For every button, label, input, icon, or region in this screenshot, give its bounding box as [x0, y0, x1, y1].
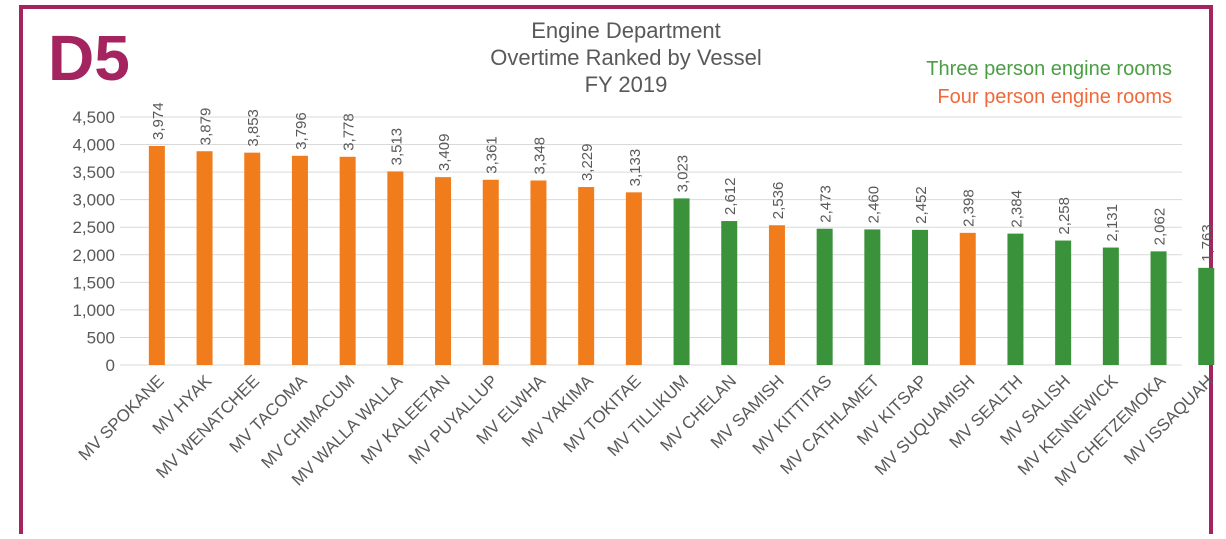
- value-label: 2,062: [1152, 208, 1169, 246]
- value-label: 2,612: [722, 178, 739, 216]
- bar: [1102, 247, 1119, 365]
- bar: [148, 145, 165, 365]
- y-tick-label: 3,500: [72, 163, 115, 182]
- bar: [673, 198, 690, 365]
- bar: [768, 225, 785, 365]
- bar: [816, 228, 833, 365]
- bar: [339, 156, 356, 365]
- legend-entry: Three person engine rooms: [926, 58, 1172, 80]
- y-tick-label: 1,000: [72, 301, 115, 320]
- y-tick-label: 2,500: [72, 218, 115, 237]
- value-label: 3,853: [245, 109, 262, 147]
- bar: [721, 221, 738, 365]
- y-tick-label: 500: [87, 328, 115, 347]
- x-tick-label: MV ISSAQUAH: [1120, 371, 1217, 468]
- y-tick-label: 1,500: [72, 273, 115, 292]
- bar: [1055, 240, 1072, 365]
- legend-entry: Four person engine rooms: [937, 86, 1172, 108]
- value-label: 3,796: [293, 112, 310, 150]
- y-tick-label: 4,000: [72, 136, 115, 155]
- value-label: 3,513: [388, 128, 405, 166]
- value-label: 3,133: [627, 149, 644, 187]
- chart-title: Overtime Ranked by Vessel: [490, 45, 761, 70]
- bar: [1150, 251, 1167, 365]
- y-tick-label: 2,000: [72, 246, 115, 265]
- bar: [435, 177, 452, 365]
- value-label: 3,229: [579, 143, 596, 181]
- value-label: 2,452: [913, 186, 930, 224]
- x-tick-label: MV SPOKANE: [75, 371, 168, 464]
- bar: [912, 229, 929, 365]
- bar: [387, 171, 404, 365]
- bar: [578, 187, 595, 365]
- value-label: 2,258: [1056, 197, 1073, 235]
- value-label: 3,778: [341, 113, 358, 151]
- value-label: 3,361: [484, 136, 501, 174]
- bar: [959, 232, 976, 365]
- value-label: 2,460: [865, 186, 882, 224]
- value-label: 2,398: [961, 189, 978, 227]
- bar: [291, 155, 308, 365]
- bar: [864, 229, 881, 365]
- value-label: 2,473: [818, 185, 835, 223]
- value-label: 3,023: [675, 155, 692, 193]
- chart-title: Engine Department: [531, 18, 721, 43]
- y-tick-label: 0: [106, 356, 115, 375]
- value-label: 1,763: [1199, 224, 1216, 262]
- badge: D5: [48, 22, 130, 94]
- value-label: 3,879: [198, 108, 215, 146]
- bar: [1007, 233, 1024, 365]
- value-label: 3,409: [436, 134, 453, 172]
- y-tick-label: 4,500: [72, 108, 115, 127]
- bar: [482, 179, 499, 365]
- bar: [530, 180, 547, 365]
- bar: [196, 151, 213, 365]
- bar: [625, 192, 642, 365]
- value-label: 2,536: [770, 182, 787, 220]
- value-label: 2,384: [1008, 190, 1025, 228]
- value-label: 3,974: [150, 102, 167, 140]
- value-label: 2,131: [1104, 204, 1121, 242]
- value-label: 3,348: [531, 137, 548, 175]
- y-tick-label: 3,000: [72, 191, 115, 210]
- chart-title: FY 2019: [585, 72, 668, 97]
- bar: [1198, 267, 1215, 365]
- bar: [244, 152, 261, 365]
